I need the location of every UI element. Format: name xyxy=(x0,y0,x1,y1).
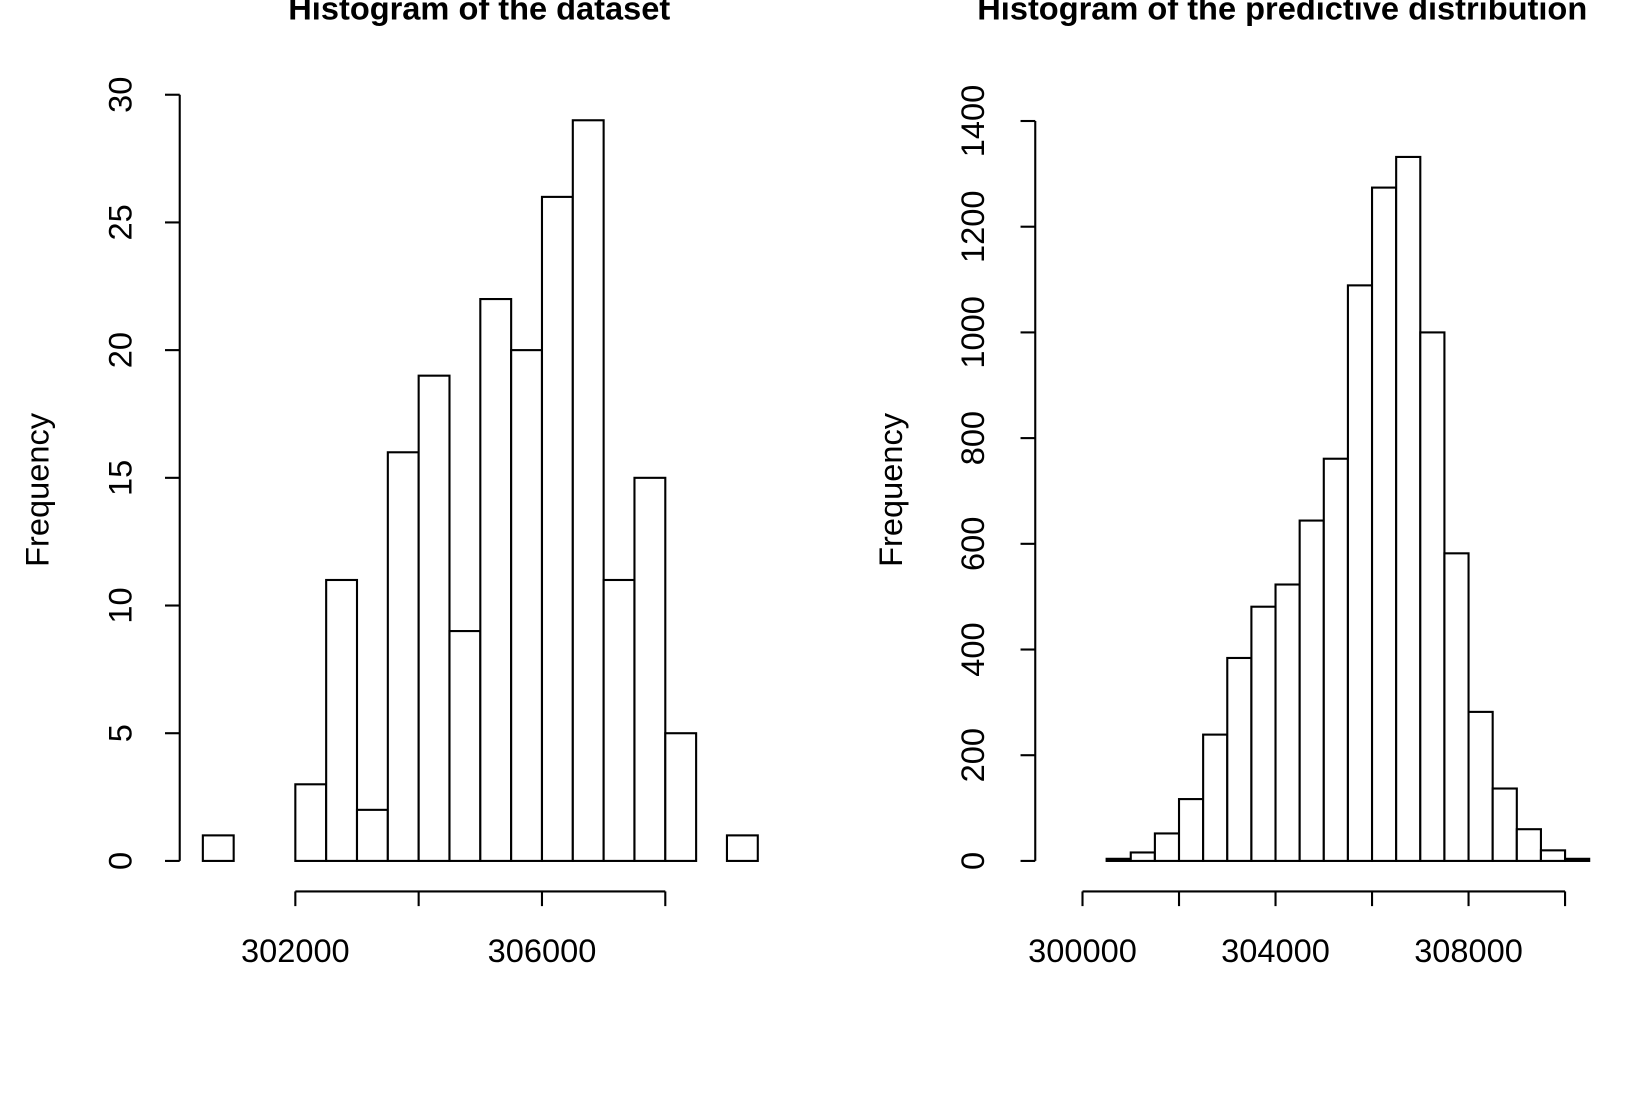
histogram-bar xyxy=(1177,798,1205,862)
histogram-bar xyxy=(633,476,667,862)
x-tick-label: 300000 xyxy=(1028,933,1137,969)
histogram-bar xyxy=(1129,851,1156,862)
histogram-bar xyxy=(1370,186,1398,862)
y-axis-label: Frequency xyxy=(873,412,909,567)
x-tick-label: 306000 xyxy=(488,933,597,969)
histogram-bar xyxy=(1395,155,1422,862)
y-tick-label: 400 xyxy=(955,622,991,676)
histogram-bar xyxy=(602,578,636,862)
histogram-bar xyxy=(294,783,328,862)
histogram-bar xyxy=(1515,828,1542,862)
y-tick-label: 25 xyxy=(103,204,139,240)
y-tick-label: 1200 xyxy=(955,190,991,262)
x-tick-label: 304000 xyxy=(1221,933,1330,969)
histogram-bar xyxy=(1226,656,1253,862)
histogram-bar xyxy=(355,808,389,862)
y-tick-label: 1000 xyxy=(955,296,991,368)
histogram-bar xyxy=(1322,457,1349,862)
histogram-bar xyxy=(540,195,574,862)
histogram-bar xyxy=(1346,284,1374,862)
histogram-bar xyxy=(725,834,759,862)
histogram-bar xyxy=(479,297,513,862)
x-tick-label: 308000 xyxy=(1414,933,1523,969)
y-tick-label: 0 xyxy=(103,852,139,870)
histogram-bar xyxy=(1250,605,1277,862)
y-tick-label: 5 xyxy=(103,724,139,742)
y-tick-label: 0 xyxy=(955,852,991,870)
y-tick-label: 1400 xyxy=(955,85,991,157)
histogram-bar xyxy=(1153,832,1181,862)
histogram-bar xyxy=(1564,857,1591,862)
histogram-bar xyxy=(1105,857,1132,862)
chart-title: Histogram of the predictive distribution xyxy=(977,0,1587,26)
histogram-bar xyxy=(664,732,698,862)
histogram-bar xyxy=(1419,331,1446,862)
chart-title: Histogram of the dataset xyxy=(288,0,670,26)
histogram-bar xyxy=(510,349,544,862)
histogram-bar xyxy=(1443,552,1470,862)
y-tick-label: 600 xyxy=(955,517,991,571)
y-tick-label: 15 xyxy=(103,460,139,496)
histogram-bar xyxy=(448,630,482,862)
histogram-bar xyxy=(1274,583,1301,862)
histogram-bar xyxy=(417,374,451,862)
y-axis-label: Frequency xyxy=(20,412,56,567)
histogram-bar xyxy=(1539,849,1567,862)
histogram-bar xyxy=(1491,787,1518,862)
y-tick-label: 200 xyxy=(955,728,991,782)
histogram-bar xyxy=(1467,710,1494,862)
histogram-bar xyxy=(1298,519,1325,862)
histogram-bar xyxy=(325,578,359,862)
histogram-bar xyxy=(386,451,420,862)
histogram-bar xyxy=(1202,733,1229,862)
histogram-bar xyxy=(201,834,235,862)
y-tick-label: 30 xyxy=(103,77,139,113)
x-tick-label: 302000 xyxy=(241,933,350,969)
y-tick-label: 10 xyxy=(103,587,139,623)
y-tick-label: 20 xyxy=(103,332,139,368)
histogram-bar xyxy=(571,119,605,862)
y-tick-label: 800 xyxy=(955,411,991,465)
